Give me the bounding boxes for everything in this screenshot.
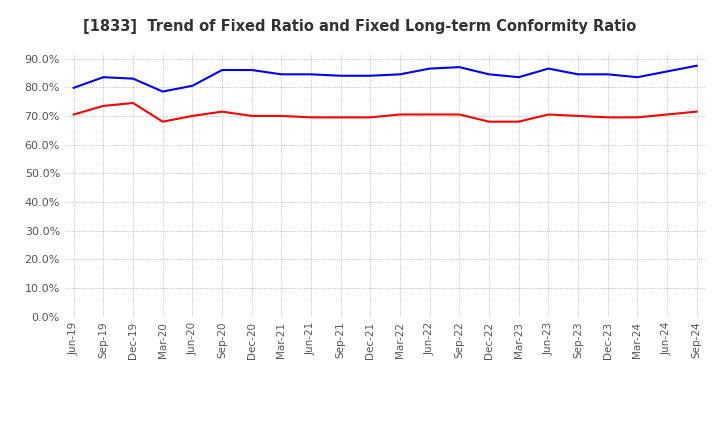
Fixed Long-term Conformity Ratio: [366, 115, 374, 120]
Fixed Ratio: [485, 72, 493, 77]
Fixed Ratio: [248, 67, 256, 73]
Fixed Ratio: [574, 72, 582, 77]
Text: [1833]  Trend of Fixed Ratio and Fixed Long-term Conformity Ratio: [1833] Trend of Fixed Ratio and Fixed Lo…: [84, 19, 636, 34]
Fixed Ratio: [366, 73, 374, 78]
Fixed Long-term Conformity Ratio: [514, 119, 523, 125]
Fixed Long-term Conformity Ratio: [603, 115, 612, 120]
Fixed Long-term Conformity Ratio: [129, 100, 138, 106]
Fixed Long-term Conformity Ratio: [693, 109, 701, 114]
Fixed Long-term Conformity Ratio: [158, 119, 167, 125]
Fixed Long-term Conformity Ratio: [277, 113, 286, 118]
Fixed Long-term Conformity Ratio: [396, 112, 405, 117]
Fixed Long-term Conformity Ratio: [217, 109, 226, 114]
Fixed Ratio: [336, 73, 345, 78]
Fixed Ratio: [99, 74, 108, 80]
Fixed Long-term Conformity Ratio: [662, 112, 671, 117]
Line: Fixed Long-term Conformity Ratio: Fixed Long-term Conformity Ratio: [73, 103, 697, 122]
Fixed Ratio: [217, 67, 226, 73]
Fixed Long-term Conformity Ratio: [426, 112, 434, 117]
Fixed Long-term Conformity Ratio: [307, 115, 315, 120]
Fixed Long-term Conformity Ratio: [633, 115, 642, 120]
Fixed Ratio: [188, 83, 197, 88]
Fixed Long-term Conformity Ratio: [99, 103, 108, 109]
Fixed Long-term Conformity Ratio: [455, 112, 464, 117]
Fixed Long-term Conformity Ratio: [574, 113, 582, 118]
Fixed Long-term Conformity Ratio: [544, 112, 553, 117]
Fixed Ratio: [544, 66, 553, 71]
Fixed Ratio: [662, 69, 671, 74]
Fixed Ratio: [426, 66, 434, 71]
Line: Fixed Ratio: Fixed Ratio: [73, 66, 697, 92]
Fixed Ratio: [455, 65, 464, 70]
Fixed Long-term Conformity Ratio: [69, 112, 78, 117]
Fixed Long-term Conformity Ratio: [248, 113, 256, 118]
Fixed Ratio: [277, 72, 286, 77]
Fixed Ratio: [158, 89, 167, 94]
Fixed Long-term Conformity Ratio: [336, 115, 345, 120]
Fixed Ratio: [129, 76, 138, 81]
Fixed Ratio: [633, 74, 642, 80]
Fixed Ratio: [603, 72, 612, 77]
Fixed Ratio: [514, 74, 523, 80]
Fixed Ratio: [693, 63, 701, 68]
Fixed Ratio: [69, 85, 78, 91]
Fixed Long-term Conformity Ratio: [188, 113, 197, 118]
Fixed Ratio: [396, 72, 405, 77]
Fixed Long-term Conformity Ratio: [485, 119, 493, 125]
Fixed Ratio: [307, 72, 315, 77]
